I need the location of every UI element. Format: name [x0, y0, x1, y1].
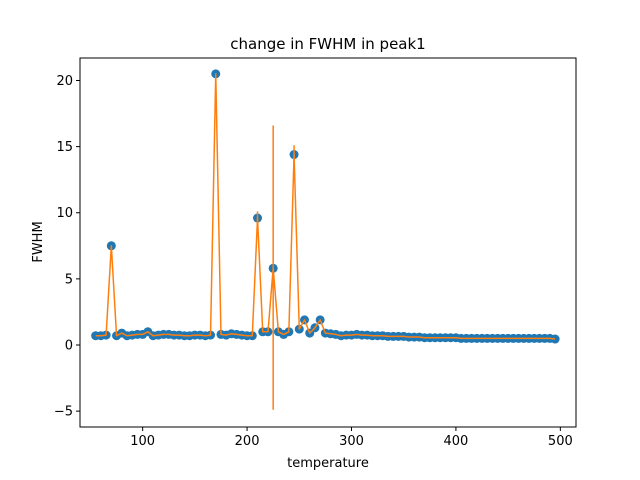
y-tick-label: 10 — [56, 206, 73, 221]
y-tick-label: 0 — [65, 339, 73, 354]
x-tick-label: 100 — [130, 434, 155, 449]
x-tick-label: 500 — [548, 434, 573, 449]
x-tick-label: 200 — [235, 434, 260, 449]
y-tick-label: −5 — [54, 405, 73, 420]
x-tick-label: 300 — [339, 434, 364, 449]
axes-frame — [79, 57, 577, 428]
axis-ticks: 100 200 300 400 500 −5 0 5 10 15 20 — [54, 74, 573, 449]
series-line — [95, 73, 556, 340]
y-tick-label: 5 — [65, 272, 73, 287]
x-tick-label: 400 — [444, 434, 469, 449]
x-axis-label: temperature — [287, 456, 369, 471]
y-tick-label: 15 — [56, 140, 73, 155]
y-axis-label: FWHM — [31, 221, 46, 262]
chart-title: change in FWHM in peak1 — [230, 35, 425, 53]
plot-area — [91, 69, 560, 410]
y-tick-label: 20 — [56, 74, 73, 89]
